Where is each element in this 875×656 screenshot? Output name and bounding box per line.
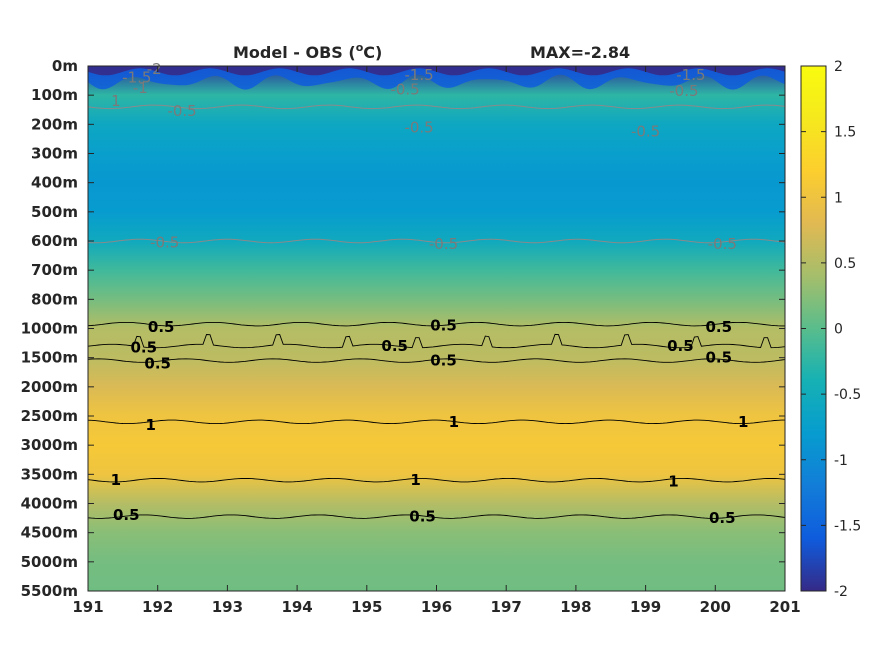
contour-label: -0.5 <box>167 102 196 120</box>
x-tick-label: 195 <box>351 598 382 616</box>
colorbar-tick-label: 0.5 <box>834 256 856 272</box>
y-tick-label: 4000m <box>21 495 78 513</box>
contour-line <box>88 104 785 110</box>
contour-label: 1 <box>410 471 420 489</box>
y-tick-label: 700m <box>31 261 78 279</box>
contour-label: -1.5 <box>676 66 705 84</box>
y-tick-label: 5000m <box>21 553 78 571</box>
contour-label: 0.5 <box>667 337 694 355</box>
y-tick-label: 2000m <box>21 378 78 396</box>
contour-label: 0.5 <box>706 318 733 336</box>
contour-label: -0.5 <box>429 235 458 253</box>
colorbar-tick-label: -2 <box>834 584 848 600</box>
y-tick-label: 1000m <box>21 320 78 338</box>
contour-label: 1 <box>145 416 155 434</box>
contour-label: -0.5 <box>150 234 179 252</box>
x-tick-label: 197 <box>491 598 522 616</box>
contour-label: 1 <box>449 413 459 431</box>
contour-label: -0.5 <box>708 235 737 253</box>
y-tick-label: 400m <box>31 174 78 192</box>
y-tick-label: 200m <box>31 115 78 133</box>
x-tick-label: 200 <box>700 598 731 616</box>
y-tick-label: 3500m <box>21 465 78 483</box>
colorbar-tick-label: -1.5 <box>834 518 861 534</box>
contour-label: 0.5 <box>148 318 175 336</box>
contour-label: 0.5 <box>409 508 436 526</box>
plot-area: -2-1.5-11-0.5-1.5-0.5-0.5-1.5-0.5-0.5-0.… <box>87 60 786 592</box>
y-tick-label: 0m <box>52 57 78 75</box>
contour-label: 0.5 <box>131 339 158 357</box>
contour-label: -0.5 <box>669 82 698 100</box>
y-tick-label: 1500m <box>21 349 78 367</box>
contour-label: -0.5 <box>390 80 419 98</box>
max-annotation: MAX=-2.84 <box>530 43 630 62</box>
colorbar-tick-label: -0.5 <box>834 387 861 403</box>
chart-title: Model - OBS (oC) <box>233 41 382 62</box>
contour-lines <box>88 104 785 519</box>
y-tick-label: 5500m <box>21 582 78 600</box>
contour-label: -0.5 <box>631 123 660 141</box>
y-tick-label: 300m <box>31 145 78 163</box>
contour-label: 0.5 <box>430 352 457 370</box>
x-tick-label: 191 <box>72 598 103 616</box>
contour-line <box>88 333 785 349</box>
contour-line <box>88 419 785 425</box>
colorbar-tick-label: 2 <box>834 59 843 75</box>
contour-label: 1 <box>111 92 121 110</box>
contour-line <box>88 238 785 244</box>
contour-label: 0.5 <box>113 506 140 524</box>
contour-label: 1 <box>738 413 748 431</box>
x-tick-label: 192 <box>142 598 173 616</box>
y-tick-label: 3000m <box>21 436 78 454</box>
y-axis: 0m 100m 200m 300m 400m 500m 600m 700m 800m 1000m 1… <box>21 57 785 600</box>
contour-line <box>88 321 785 327</box>
contour-label: 0.5 <box>381 337 408 355</box>
heatmap-field <box>88 66 785 591</box>
contour-label: 1 <box>668 473 678 491</box>
contour-line <box>88 514 785 519</box>
surface-cold-band <box>88 66 785 90</box>
colorbar: 2 1.5 1 0.5 0 -0.5 -1 -1.5 -2 <box>800 59 861 600</box>
x-tick-label: 193 <box>212 598 243 616</box>
contour-label: -1 <box>133 79 148 97</box>
contour-label: -1.5 <box>404 66 433 84</box>
colorbar-tick-label: 1.5 <box>834 125 856 141</box>
x-axis: 191 192 193 194 195 196 197 198 199 200 201 <box>72 66 801 616</box>
contour-label: 0.5 <box>144 355 171 373</box>
contour-label: -2 <box>147 60 162 78</box>
y-tick-label: 500m <box>31 203 78 221</box>
contour-label: 1 <box>111 471 121 489</box>
contour-label: 0.5 <box>430 317 457 335</box>
contour-line <box>88 477 785 483</box>
contour-label: 0.5 <box>706 349 733 367</box>
colorbar-tick-label: -1 <box>834 453 848 469</box>
x-tick-label: 194 <box>281 598 312 616</box>
x-tick-label: 199 <box>630 598 661 616</box>
colorbar-ticks: 2 1.5 1 0.5 0 -0.5 -1 -1.5 -2 <box>801 59 861 600</box>
x-tick-label: 198 <box>560 598 591 616</box>
contour-label: 0.5 <box>709 509 736 527</box>
contour-labels: -2-1.5-11-0.5-1.5-0.5-0.5-1.5-0.5-0.5-0.… <box>111 60 749 527</box>
y-tick-label: 800m <box>31 290 78 308</box>
x-tick-label: 196 <box>421 598 452 616</box>
x-tick-label: 201 <box>769 598 800 616</box>
contour-label: -1.5 <box>122 69 151 87</box>
contour-line <box>88 358 785 363</box>
colorbar-tick-label: 1 <box>834 190 843 206</box>
y-tick-label: 100m <box>31 86 78 104</box>
colorbar-tick-label: 0 <box>834 322 843 338</box>
contour-label: -0.5 <box>404 118 433 136</box>
y-tick-label: 2500m <box>21 407 78 425</box>
y-tick-label: 4500m <box>21 524 78 542</box>
y-tick-label: 600m <box>31 232 78 250</box>
